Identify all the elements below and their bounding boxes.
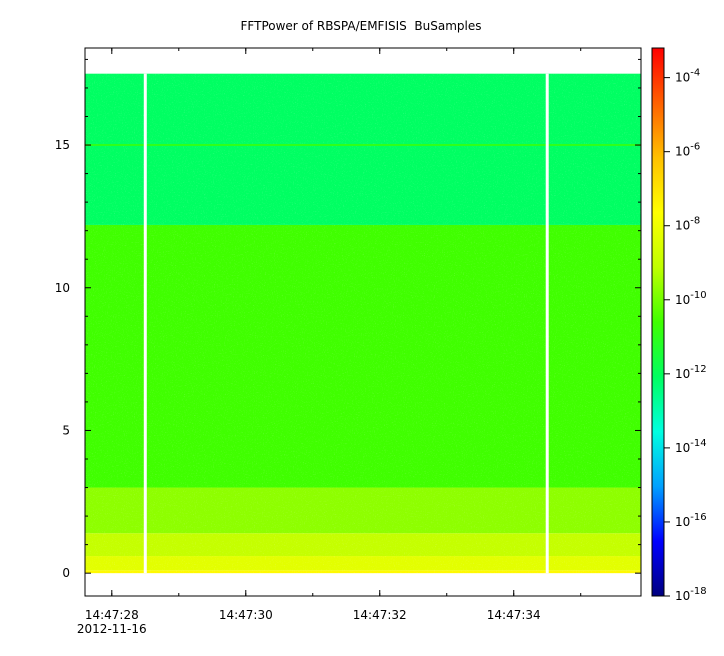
colorbar-tick-label: 10-12 (675, 364, 707, 381)
x-tick-label: 14:47:30 (219, 608, 273, 622)
y-tick-label: 15 (55, 138, 70, 152)
colorbar-axis: 10-4 10-6 10-8 10-10 10-12 10-14 10-16 10-18 (664, 68, 707, 603)
data-gap-1 (545, 73, 549, 574)
x-tick-date-label: 2012-11-16 (77, 622, 147, 636)
colorbar-tick-label: 10-6 (675, 142, 700, 159)
data-gap-0 (143, 73, 147, 574)
colorbar (651, 47, 665, 597)
colorbar-tick-label: 10-16 (675, 512, 707, 529)
x-tick-label: 14:47:34 (487, 608, 541, 622)
spectrogram-image (85, 73, 641, 574)
colorbar-tick-label: 10-18 (675, 586, 707, 603)
plot-frame (84, 47, 642, 597)
colorbar-tick-label: 10-4 (675, 68, 700, 85)
chart-title: FFTPower of RBSPA/EMFISIS BuSamples (241, 19, 482, 33)
x-tick-label: 14:47:28 (85, 608, 139, 622)
x-tick-label: 14:47:32 (353, 608, 407, 622)
y-axis: 0 5 10 15 (55, 58, 641, 580)
y-tick-label: 10 (55, 281, 70, 295)
colorbar-tick-label: 10-14 (675, 438, 707, 455)
noise-texture (85, 73, 641, 574)
y-tick-label: 0 (62, 566, 70, 580)
colorbar-tick-label: 10-8 (675, 216, 700, 233)
y-tick-label: 5 (62, 423, 70, 437)
colorbar-tick-label: 10-10 (675, 290, 707, 307)
